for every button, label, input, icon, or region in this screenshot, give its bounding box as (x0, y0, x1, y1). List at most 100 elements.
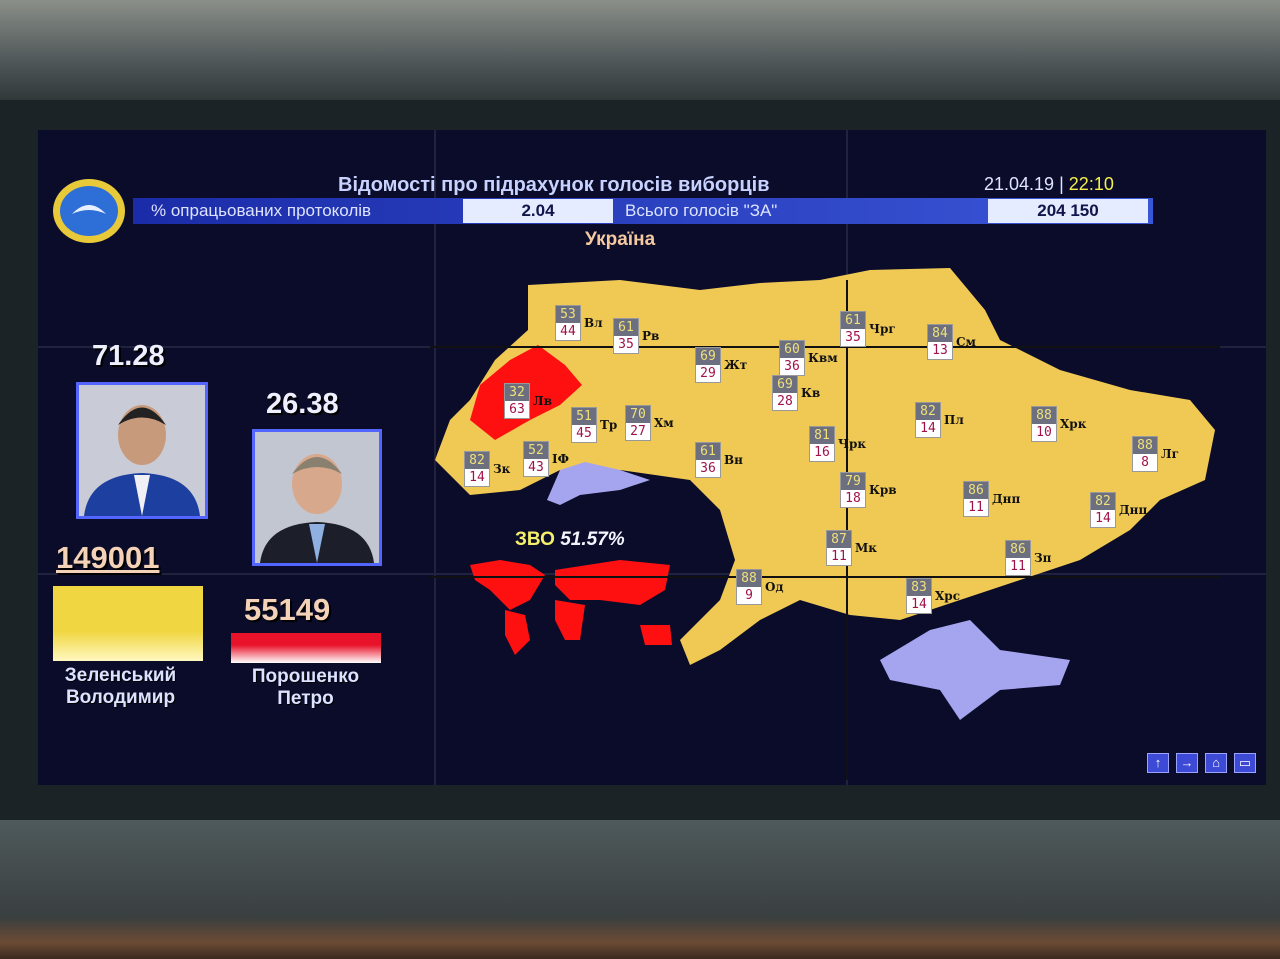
region-result-box: 70 27 (625, 405, 651, 441)
region-result-box: 61 35 (613, 318, 639, 354)
abroad-label: ЗВО (515, 529, 555, 550)
candidate-photo (76, 382, 208, 519)
crimea (880, 620, 1070, 720)
region-result-box: 82 14 (1090, 492, 1116, 528)
zelensky-percent: 70 (626, 406, 650, 423)
region-abbr: Жт (724, 358, 748, 372)
results-display: Відомості про підрахунок голосів виборці… (38, 130, 1266, 785)
region-marker[interactable]: 52 43 ІФ (523, 441, 569, 477)
total-label: Всього голосів "ЗА" (625, 201, 778, 220)
region-result-box: 87 11 (826, 530, 852, 566)
home-icon[interactable]: ⌂ (1205, 753, 1227, 773)
zelensky-percent: 79 (841, 473, 865, 490)
processed-value: 2.04 (463, 199, 613, 223)
region-marker[interactable]: 70 27 Хм (625, 405, 674, 441)
region-result-box: 81 16 (809, 426, 835, 462)
candidate-percent: 26.38 (266, 388, 339, 420)
region-abbr: Мк (855, 541, 877, 555)
region-marker[interactable]: 61 36 Вн (695, 442, 743, 478)
zelensky-percent: 87 (827, 531, 851, 548)
region-abbr: Вл (584, 316, 603, 330)
ceiling (0, 0, 1280, 110)
region-marker[interactable]: 32 63 Лв (504, 383, 552, 419)
region-marker[interactable]: 87 11 Мк (826, 530, 877, 566)
region-marker[interactable]: 88 10 Хрк (1031, 406, 1086, 442)
summary-bar: % опрацьованих протоколів 2.04 Всього го… (133, 198, 1153, 224)
region-abbr: Хрк (1060, 417, 1087, 431)
candidate-votes: 55149 (244, 592, 331, 627)
zelensky-percent: 51 (572, 408, 596, 425)
region-marker[interactable]: 82 14 Пл (915, 402, 964, 438)
arrow-up-icon[interactable]: ↑ (1147, 753, 1169, 773)
region-marker[interactable]: 82 14 Зк (464, 451, 510, 487)
poroshenko-percent: 29 (696, 365, 720, 382)
zelensky-percent: 86 (1006, 541, 1030, 558)
region-marker[interactable]: 79 18 Крв (840, 472, 897, 508)
region-result-box: 79 18 (840, 472, 866, 508)
region-abbr: Лг (1161, 447, 1179, 461)
arrow-right-icon[interactable]: → (1176, 753, 1198, 773)
region-marker[interactable]: 86 11 Зп (1005, 540, 1051, 576)
poroshenko-percent: 13 (928, 342, 952, 359)
zelensky-percent: 60 (780, 341, 804, 358)
region-marker[interactable]: 60 36 Квм (779, 340, 838, 376)
first-line: Зеленський (64, 665, 177, 686)
poroshenko-percent: 36 (780, 358, 804, 375)
poroshenko-percent: 14 (907, 596, 931, 613)
region-result-box: 86 11 (963, 481, 989, 517)
region-marker[interactable]: 84 13 См (927, 324, 976, 360)
zelensky-percent: 61 (841, 312, 865, 329)
zelensky-percent: 81 (810, 427, 834, 444)
region-abbr: Кв (801, 386, 821, 400)
zelensky-percent: 82 (465, 452, 489, 469)
region-abbr: Тр (600, 418, 618, 432)
region-marker[interactable]: 88 8 Лг (1132, 436, 1179, 472)
region-result-box: 61 35 (840, 311, 866, 347)
region-abbr: Вн (724, 453, 743, 467)
region-marker[interactable]: 82 14 Днц (1090, 492, 1147, 528)
region-marker[interactable]: 81 16 Чрк (809, 426, 866, 462)
candidate-votes: 149001 (56, 540, 160, 575)
zelensky-percent: 86 (964, 482, 988, 499)
poroshenko-percent: 9 (737, 587, 761, 604)
region-result-box: 69 29 (695, 347, 721, 383)
cec-logo (53, 179, 125, 243)
region-abbr: Чрк (838, 437, 867, 451)
region-result-box: 69 28 (772, 375, 798, 411)
zelensky-percent: 61 (696, 443, 720, 460)
ukraine-map (430, 268, 1220, 780)
region-marker[interactable]: 69 28 Кв (772, 375, 820, 411)
region-marker[interactable]: 86 11 Днп (963, 481, 1020, 517)
poroshenko-percent: 14 (1091, 510, 1115, 527)
poroshenko-percent: 11 (964, 499, 988, 516)
region-marker[interactable]: 53 44 Вл (555, 305, 603, 341)
zelensky-percent: 69 (773, 376, 797, 393)
region-abbr: Лв (533, 394, 552, 408)
panel-seam (434, 130, 436, 785)
poroshenko-percent: 43 (524, 459, 548, 476)
poroshenko-percent: 14 (916, 420, 940, 437)
region-abbr: Зк (493, 462, 511, 476)
region-result-box: 32 63 (504, 383, 530, 419)
region-marker[interactable]: 61 35 Чрг (840, 311, 896, 347)
first-line: Порошенко (251, 666, 360, 687)
zelensky-percent: 61 (614, 319, 638, 336)
region-abbr: Рв (642, 329, 660, 343)
abroad-value: 51.57% (560, 529, 625, 550)
region-result-box: 86 11 (1005, 540, 1031, 576)
region-marker[interactable]: 88 9 Од (736, 569, 783, 605)
region-marker[interactable]: 61 35 Рв (613, 318, 659, 354)
region-marker[interactable]: 83 14 Хрс (906, 578, 960, 614)
region-result-box: 82 14 (915, 402, 941, 438)
poroshenko-percent: 28 (773, 393, 797, 410)
region-marker[interactable]: 69 29 Жт (695, 347, 747, 383)
region-marker[interactable]: 51 45 Тр (571, 407, 617, 443)
separator: | (1059, 174, 1064, 194)
menu-icon[interactable]: ▭ (1234, 753, 1256, 773)
poroshenko-percent: 11 (827, 548, 851, 565)
candidate-photo (252, 429, 382, 566)
region-result-box: 82 14 (464, 451, 490, 487)
zelensky-percent: 82 (1091, 493, 1115, 510)
region-result-box: 60 36 (779, 340, 805, 376)
zelensky-percent: 32 (505, 384, 529, 401)
